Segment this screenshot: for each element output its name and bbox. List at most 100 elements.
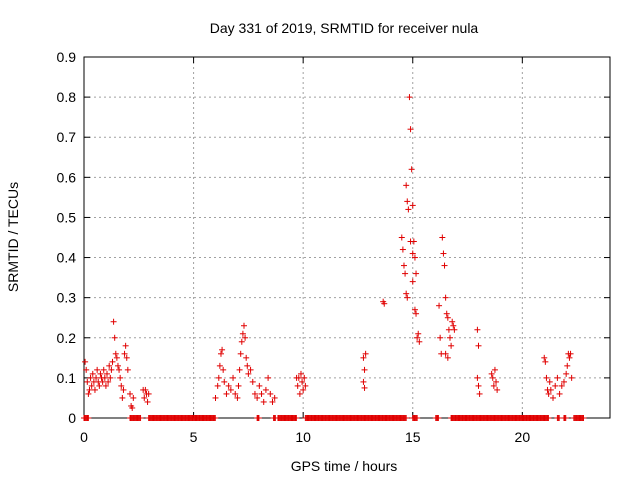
data-point [360, 354, 367, 361]
y-tick-label: 0.1 [57, 370, 77, 386]
data-point [566, 354, 573, 361]
data-point [488, 370, 495, 377]
x-tick-label: 5 [190, 429, 198, 445]
data-point [443, 310, 450, 317]
data-point [223, 390, 230, 397]
data-point [219, 346, 226, 353]
data-point [258, 390, 265, 397]
data-point [475, 382, 482, 389]
data-point [84, 378, 91, 385]
data-point [409, 278, 416, 285]
x-tick-label: 0 [80, 429, 88, 445]
data-point [215, 374, 222, 381]
data-point [111, 334, 118, 341]
data-point [82, 358, 89, 365]
data-point [212, 415, 219, 421]
data-point [230, 374, 237, 381]
data-point [254, 394, 261, 401]
data-point [413, 310, 420, 317]
data-point [129, 404, 136, 411]
y-tick-label: 0.6 [57, 169, 77, 185]
data-point [265, 374, 272, 381]
data-point [216, 362, 223, 369]
data-point [221, 378, 228, 385]
data-point [130, 394, 137, 401]
data-point [550, 394, 557, 401]
data-point [580, 415, 587, 421]
data-point [398, 234, 405, 241]
data-point [271, 394, 278, 401]
data-point [87, 374, 94, 381]
data-point [99, 378, 106, 385]
data-point [451, 326, 458, 333]
x-axis-label: GPS time / hours [291, 458, 398, 474]
data-point [547, 386, 554, 393]
data-point [91, 386, 98, 393]
data-point [302, 382, 309, 389]
data-point [301, 374, 308, 381]
data-point [227, 386, 234, 393]
data-point [141, 394, 148, 401]
data-point [251, 390, 258, 397]
data-point [225, 382, 232, 389]
data-point [121, 350, 128, 357]
data-point [238, 338, 245, 345]
data-point [85, 390, 92, 397]
data-point [300, 386, 307, 393]
data-point [406, 94, 413, 101]
data-point [244, 362, 251, 369]
data-point [552, 382, 559, 389]
data-point [96, 382, 103, 389]
data-point [269, 398, 276, 405]
data-point [414, 334, 421, 341]
data-points [81, 94, 587, 421]
data-point [568, 374, 575, 381]
data-point [237, 350, 244, 357]
data-point [249, 378, 256, 385]
data-point [413, 270, 420, 277]
data-point [403, 182, 410, 189]
data-point [402, 270, 409, 277]
data-point [564, 362, 571, 369]
y-tick-label: 0.5 [57, 209, 77, 225]
x-tick-label: 20 [515, 429, 531, 445]
data-point [361, 366, 368, 373]
data-point [362, 350, 369, 357]
data-point [88, 382, 95, 389]
plot-frame [83, 56, 611, 419]
data-point [541, 354, 548, 361]
y-tick-label: 0.4 [57, 250, 77, 266]
data-point [108, 366, 115, 373]
data-point [558, 382, 565, 389]
data-point [232, 390, 239, 397]
data-point [243, 354, 250, 361]
data-point [296, 390, 303, 397]
data-point [494, 386, 501, 393]
x-tick-label: 15 [405, 429, 421, 445]
data-point [112, 350, 119, 357]
data-point [145, 390, 152, 397]
data-point [408, 166, 415, 173]
data-point [360, 378, 367, 385]
data-point [240, 322, 247, 329]
data-point [442, 350, 449, 357]
y-tick-label: 0.2 [57, 330, 77, 346]
data-point [247, 366, 254, 373]
data-point [414, 415, 421, 421]
data-point [437, 334, 444, 341]
data-point [416, 338, 423, 345]
data-point [409, 250, 416, 257]
data-point [403, 290, 410, 297]
data-point [407, 126, 414, 133]
data-point [114, 362, 121, 369]
y-tick-label: 0.8 [57, 89, 77, 105]
data-point [236, 366, 243, 373]
data-point [441, 262, 448, 269]
data-point [127, 390, 134, 397]
data-point [493, 378, 500, 385]
data-point [102, 382, 109, 389]
x-tick-label: 10 [295, 429, 311, 445]
data-point [212, 394, 219, 401]
data-point [122, 342, 129, 349]
data-point [217, 350, 224, 357]
